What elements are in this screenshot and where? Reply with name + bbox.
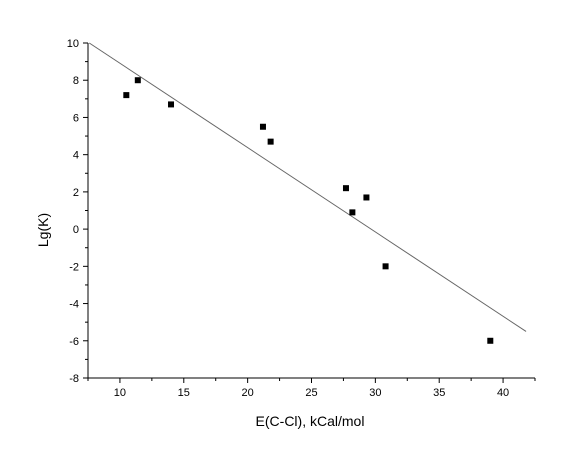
data-point <box>123 92 130 99</box>
plot-frame <box>87 43 535 379</box>
y-tick-label: -4 <box>69 299 79 311</box>
x-tick-label: 40 <box>497 387 509 399</box>
y-tick-label: 0 <box>73 224 79 236</box>
x-tick-label: 35 <box>433 387 445 399</box>
data-point <box>267 138 274 145</box>
y-tick-label: -6 <box>69 336 79 348</box>
data-point <box>259 123 266 130</box>
y-axis-ticks: 10 8 6 4 2 0 -2 -4 -6 -8 <box>67 38 88 385</box>
x-axis-ticks: 10 15 20 25 30 35 40 <box>87 378 536 399</box>
fit-line-group <box>89 42 527 332</box>
x-tick-label: 10 <box>114 387 126 399</box>
data-point <box>363 194 370 201</box>
x-tick-label: 30 <box>369 387 381 399</box>
y-tick-label: -2 <box>69 261 79 273</box>
data-point <box>134 77 141 84</box>
y-tick-label: 8 <box>73 75 79 87</box>
data-point <box>349 209 356 216</box>
x-axis-title: E(C-Cl), kCal/mol <box>256 413 365 429</box>
fit-line <box>89 42 527 332</box>
y-tick-label: -8 <box>69 373 79 385</box>
data-points <box>123 77 494 344</box>
y-tick-label: 10 <box>67 38 79 50</box>
x-tick-label: 25 <box>305 387 317 399</box>
data-point <box>382 263 389 270</box>
y-tick-label: 6 <box>73 112 79 124</box>
y-tick-label: 2 <box>73 187 79 199</box>
x-tick-label: 15 <box>178 387 190 399</box>
data-point <box>487 337 494 344</box>
y-axis-title: Lg(K) <box>35 213 51 247</box>
x-tick-label: 20 <box>242 387 254 399</box>
y-tick-label: 4 <box>73 150 79 162</box>
data-point <box>342 185 349 192</box>
data-point <box>168 101 175 108</box>
